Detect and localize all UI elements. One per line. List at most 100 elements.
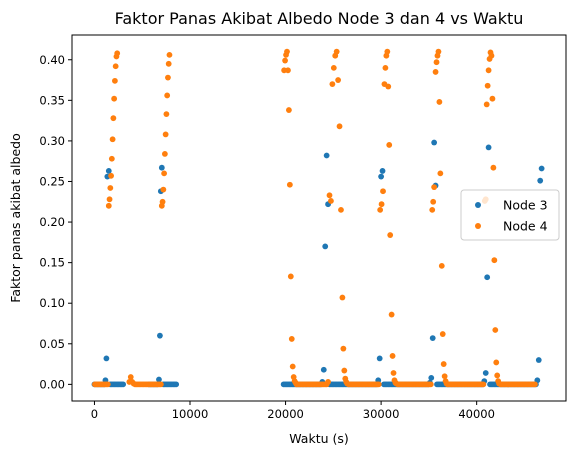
point-node-4-23 [128,374,134,380]
point-node-4-63 [288,274,294,280]
point-node-4-95 [331,65,337,71]
point-node-4-19 [113,63,119,69]
point-node-4-47 [160,187,166,193]
point-node-4-94 [329,81,335,87]
point-node-4-138 [387,232,393,238]
point-node-3-73 [324,153,330,159]
point-node-4-133 [383,65,389,71]
point-node-4-217 [489,53,495,59]
point-node-4-129 [377,207,383,213]
y-tick-label: 0.10 [39,296,65,310]
point-node-4-141 [391,370,397,376]
y-tick-label: 0.15 [39,256,65,270]
point-node-4-218 [490,96,496,102]
x-tick-label: 20000 [267,407,304,421]
x-tick-label: 10000 [172,407,209,421]
point-node-4-175 [436,49,442,55]
point-node-4-49 [162,151,168,157]
point-node-4-64 [289,336,295,342]
point-node-4-15 [110,136,116,142]
point-node-4-139 [389,312,395,318]
point-node-3-221 [536,357,542,363]
point-node-4-55 [167,52,173,58]
point-node-4-179 [440,331,446,337]
y-axis-ticks: 0.00 0.05 0.10 0.15 0.20 0.25 0.30 0.35 0.40 [39,53,72,392]
point-node-4-214 [486,67,492,73]
legend-label-node-3: Node 3 [503,198,548,213]
y-tick-label: 0.30 [39,134,65,148]
point-node-4-62 [287,182,293,188]
point-node-4-168 [428,381,434,387]
point-node-4-103 [341,368,347,374]
point-node-3-148 [431,140,437,146]
point-node-4-61 [286,107,292,113]
y-tick-label: 0.25 [39,174,65,188]
point-node-4-92 [327,192,333,198]
point-node-3-147 [430,335,436,341]
point-node-4-99 [337,123,343,129]
point-node-4-16 [110,115,116,121]
point-node-3-21 [120,381,126,387]
point-node-3-184 [483,370,489,376]
point-node-3-146 [428,375,434,381]
point-node-3-9 [104,355,110,361]
point-node-4-11 [107,196,113,202]
point-node-4-172 [433,69,439,75]
point-node-4-176 [436,99,442,105]
point-node-4-46 [160,199,166,205]
point-node-3-71 [321,367,327,373]
point-node-4-178 [439,263,445,269]
point-node-4-131 [380,188,386,194]
legend: Node 3 Node 4 [461,190,559,240]
point-node-4-219 [490,165,496,171]
legend-label-node-4: Node 4 [503,219,548,234]
point-node-3-72 [322,244,328,250]
point-node-4-14 [109,156,115,162]
point-node-4-65 [290,364,296,370]
point-node-4-169 [429,207,435,213]
y-tick-label: 0.20 [39,215,65,229]
point-node-4-53 [165,75,171,81]
point-node-3-112 [380,168,386,174]
point-node-4-54 [166,61,172,67]
y-axis-label: Faktor panas akibat albedo [8,133,23,302]
point-node-4-50 [163,132,169,138]
y-tick-label: 0.00 [39,377,65,391]
point-node-4-10 [106,203,112,209]
point-node-4-223 [494,373,500,379]
point-node-3-110 [377,355,383,361]
chart-title: Faktor Panas Akibat Albedo Node 3 dan 4 … [115,9,524,28]
x-axis-label: Waktu (s) [289,431,349,446]
point-node-3-223 [539,166,545,172]
point-node-4-209 [480,381,486,387]
point-node-4-212 [484,101,490,107]
point-node-4-52 [164,93,170,99]
point-node-4-135 [384,49,390,55]
point-node-4-250 [532,381,538,387]
point-node-4-12 [107,185,113,191]
point-node-4-9 [105,381,111,387]
point-node-4-17 [111,96,117,102]
point-node-4-128 [376,381,382,387]
x-tick-label: 0 [91,407,98,421]
point-node-3-185 [484,274,490,280]
point-node-4-171 [431,184,437,190]
point-node-4-170 [430,199,436,205]
point-node-4-220 [491,257,497,263]
point-node-4-101 [340,295,346,301]
point-node-4-60 [285,67,291,73]
point-node-4-213 [485,83,491,89]
point-node-4-93 [328,198,334,204]
point-node-4-136 [385,84,391,90]
x-tick-label: 40000 [458,407,495,421]
point-node-4-21 [114,50,120,56]
point-node-4-44 [158,381,164,387]
x-axis-ticks: 0 10000 20000 30000 40000 [91,401,495,421]
y-tick-label: 0.35 [39,93,65,107]
point-node-3-42 [173,381,179,387]
point-node-4-173 [434,59,440,65]
point-node-3-186 [486,145,492,151]
point-node-4-181 [442,373,448,379]
